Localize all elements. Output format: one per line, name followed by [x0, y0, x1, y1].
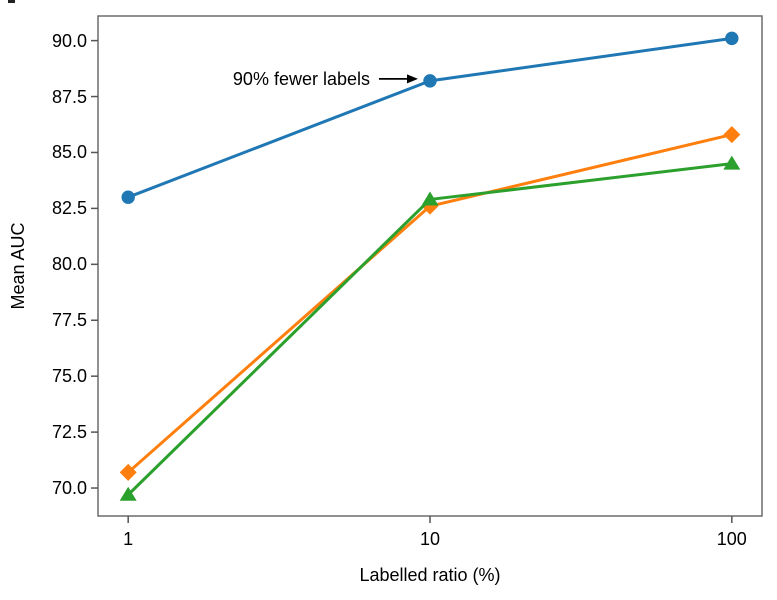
y-tick-label: 77.5 — [51, 310, 87, 331]
y-tick-label: 72.5 — [51, 422, 87, 443]
data-point-blue-circles — [423, 74, 437, 88]
data-point-orange-diamonds — [119, 463, 137, 481]
data-point-blue-circles — [121, 190, 135, 204]
data-point-green-triangles — [119, 486, 137, 501]
y-axis-title: Mean AUC — [8, 222, 28, 310]
x-tick-label: 100 — [716, 529, 747, 549]
series-line-orange-diamonds — [126, 133, 734, 474]
y-tick-label: 80.0 — [51, 254, 87, 275]
y-tick-label: 87.5 — [51, 86, 87, 107]
plot-border — [97, 15, 763, 517]
x-tick-label: 1 — [123, 529, 134, 549]
x-tick-label: 10 — [419, 529, 441, 549]
screen-artifact — [8, 0, 15, 3]
y-tick-label: 90.0 — [51, 30, 87, 51]
data-point-green-triangles — [421, 191, 439, 206]
y-tick-label: 82.5 — [51, 198, 87, 219]
y-tick-label: 75.0 — [51, 366, 87, 387]
annotation-text: 90% fewer labels — [232, 69, 370, 89]
data-point-orange-diamonds — [723, 126, 741, 144]
x-axis-title: Labelled ratio (%) — [359, 565, 501, 585]
y-tick-label: 70.0 — [51, 478, 87, 499]
y-tick-label: 85.0 — [51, 142, 87, 163]
annotation-arrowhead — [407, 74, 418, 84]
data-point-green-triangles — [723, 155, 741, 170]
data-point-blue-circles — [725, 31, 739, 46]
